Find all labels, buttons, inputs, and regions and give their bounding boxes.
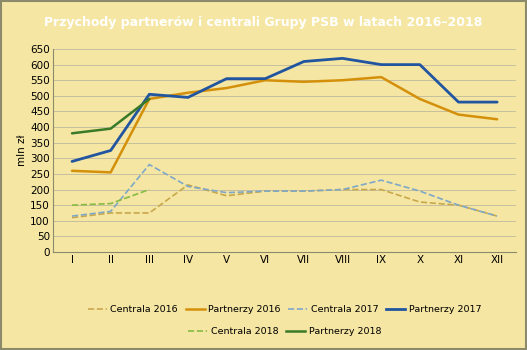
Text: Przychody partnerów i centrali Grupy PSB w latach 2016–2018: Przychody partnerów i centrali Grupy PSB… [44,16,483,29]
Y-axis label: mln zł: mln zł [17,135,27,166]
Legend: Centrala 2018, Partnerzy 2018: Centrala 2018, Partnerzy 2018 [184,324,385,340]
